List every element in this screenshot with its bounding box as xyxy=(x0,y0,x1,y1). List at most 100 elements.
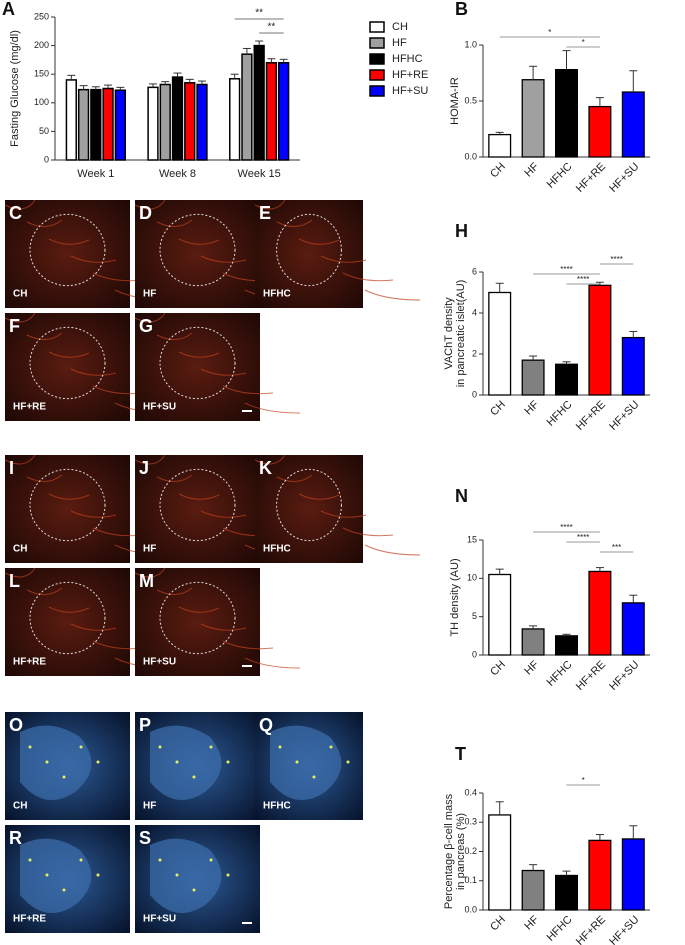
islet-dot xyxy=(158,745,162,749)
x-tick-label: HF+RE xyxy=(574,161,608,195)
islet-dot xyxy=(158,858,162,862)
micrograph: K HFHC xyxy=(254,454,421,563)
significance-label: *** xyxy=(612,543,621,552)
fiber xyxy=(26,332,63,340)
legend-label: HFHC xyxy=(392,53,423,65)
islet-outline xyxy=(29,468,106,542)
x-tick-label: CH xyxy=(488,399,508,419)
islet-outline xyxy=(159,213,236,287)
micrograph: P HF xyxy=(135,712,260,820)
y-tick-label: 0.0 xyxy=(464,151,477,161)
islet-dot xyxy=(79,858,83,862)
panel-letter: C xyxy=(9,203,22,223)
x-tick-label: HF xyxy=(522,398,541,417)
bar xyxy=(521,359,545,396)
x-tick-label: HFHC xyxy=(545,161,575,191)
islet-dot xyxy=(62,888,66,892)
fiber xyxy=(276,219,313,227)
islet-dot xyxy=(346,760,350,764)
panel-label: HF xyxy=(143,801,156,812)
fiber xyxy=(298,493,340,500)
islet-dot xyxy=(96,873,100,877)
y-tick-label: 0.3 xyxy=(464,817,477,827)
panel-label: HF+RE xyxy=(13,402,46,413)
tissue xyxy=(20,725,92,800)
x-tick-label: HFHC xyxy=(545,659,575,689)
fiber xyxy=(320,255,367,263)
bar xyxy=(147,86,159,161)
fiber xyxy=(70,368,117,376)
panel-label: CH xyxy=(13,289,27,300)
bar xyxy=(65,79,77,161)
panel-label: HF xyxy=(143,289,156,300)
x-tick-label: Week 8 xyxy=(159,168,196,180)
fiber xyxy=(178,238,220,245)
fiber xyxy=(156,332,193,340)
fiber xyxy=(4,454,36,465)
islet-dot xyxy=(45,760,49,764)
y-tick-label: 0 xyxy=(472,389,477,399)
panel-letter: L xyxy=(9,571,20,591)
y-axis-label: TH density (AU) xyxy=(449,558,461,636)
micrograph: L HF+RE xyxy=(4,567,171,676)
fiber xyxy=(200,623,247,631)
fiber xyxy=(298,238,340,245)
fiber xyxy=(134,567,166,578)
islet-outline xyxy=(159,468,236,542)
panel-letter: M xyxy=(139,571,154,591)
legend-label: CH xyxy=(392,21,408,33)
legend-swatch xyxy=(369,69,385,81)
bar xyxy=(554,635,579,656)
tissue xyxy=(150,725,222,800)
panel-letter: K xyxy=(259,458,272,478)
fiber xyxy=(254,199,286,210)
tissue xyxy=(20,838,92,913)
panel-label: HFHC xyxy=(263,544,291,555)
x-tick-label: CH xyxy=(488,161,508,181)
fiber xyxy=(222,640,274,650)
fiber xyxy=(222,385,274,395)
islet-dot xyxy=(329,745,333,749)
y-tick-label: 0 xyxy=(472,649,477,659)
x-tick-label: HF+SU xyxy=(607,914,641,945)
islet-dot xyxy=(175,873,179,877)
fiber xyxy=(342,527,394,537)
fiber xyxy=(200,510,247,518)
micrograph: C CH xyxy=(4,199,171,308)
fiber xyxy=(364,289,421,301)
islet-dot xyxy=(192,888,196,892)
micrograph-image xyxy=(5,568,130,676)
panel-label: HF+RE xyxy=(13,914,46,925)
y-tick-label: 200 xyxy=(34,40,49,50)
islet-dot xyxy=(96,760,100,764)
fiber xyxy=(276,474,313,482)
panel-letter: D xyxy=(139,203,152,223)
y-axis-label: Percentage β-cell mass xyxy=(443,793,455,909)
significance-label: * xyxy=(582,776,585,785)
islet-outline xyxy=(29,326,106,400)
panel-letter: O xyxy=(9,715,23,735)
fiber xyxy=(134,199,166,210)
bar xyxy=(90,88,102,161)
significance-label: **** xyxy=(610,255,622,264)
islet-dot xyxy=(278,745,282,749)
micrograph-image xyxy=(255,455,363,563)
fiber xyxy=(134,454,166,465)
bar xyxy=(265,62,278,161)
bar xyxy=(521,79,545,158)
y-tick-label: 150 xyxy=(34,69,49,79)
islet-outline xyxy=(29,213,106,287)
fiber xyxy=(244,402,301,414)
micrograph-image xyxy=(135,313,260,421)
bar xyxy=(241,53,253,161)
panel-letter: R xyxy=(9,828,22,848)
legend-label: HF+SU xyxy=(392,85,428,97)
y-axis-label: in pancreatic islet(AU) xyxy=(455,280,467,388)
fiber xyxy=(178,606,220,613)
y-tick-label: 5 xyxy=(472,611,477,621)
bar xyxy=(488,291,512,396)
bar xyxy=(554,874,579,911)
fiber xyxy=(26,474,63,482)
y-tick-label: 15 xyxy=(467,534,477,544)
bar xyxy=(621,602,645,656)
